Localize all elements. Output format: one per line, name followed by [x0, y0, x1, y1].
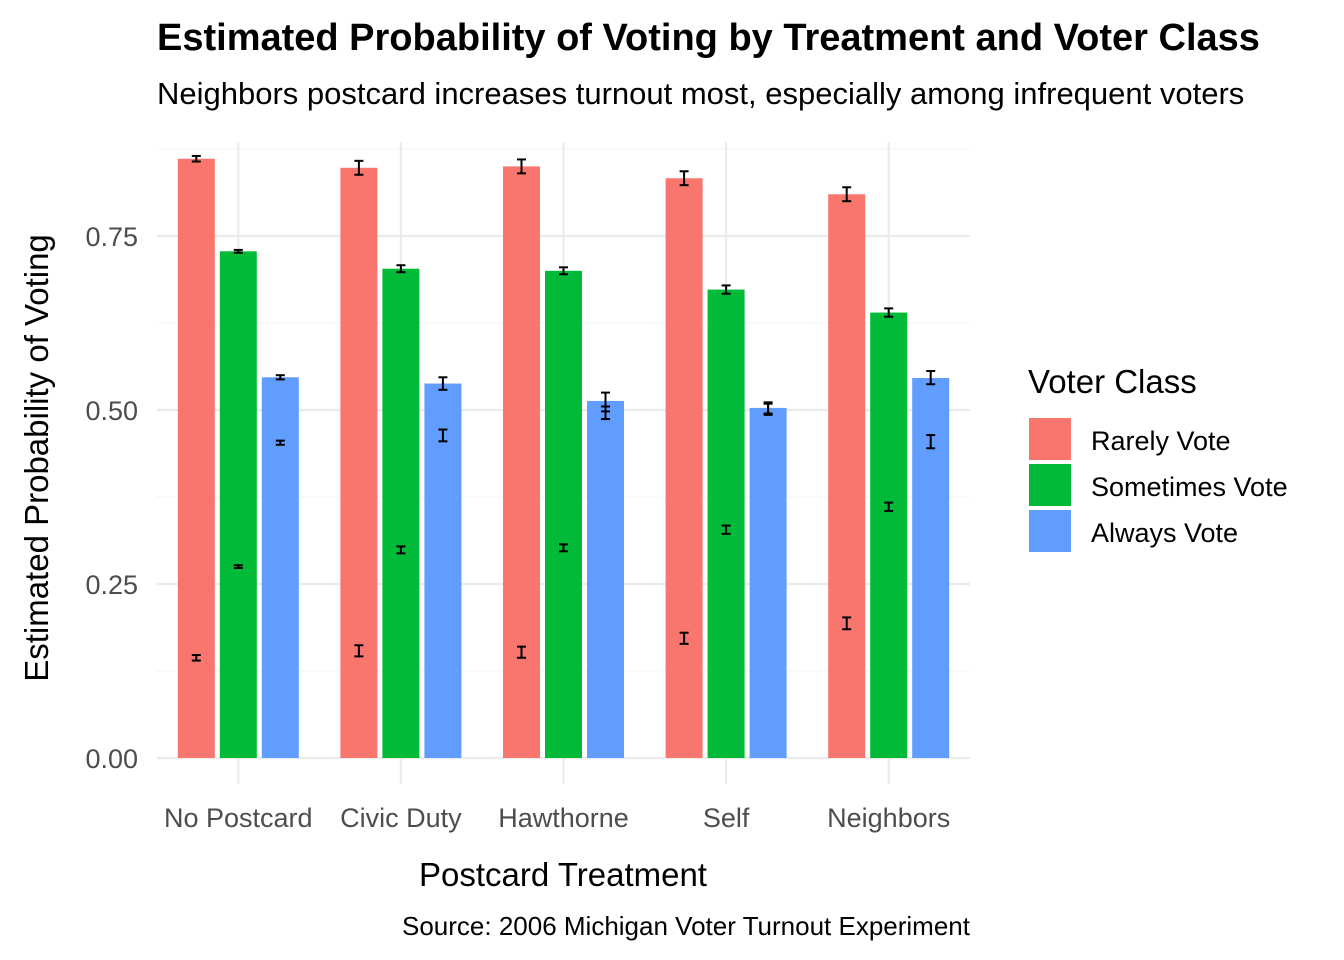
x-axis-title: Postcard Treatment: [419, 856, 707, 893]
legend-swatch: [1029, 464, 1071, 506]
error-bar: [233, 248, 243, 254]
legend-label: Sometimes Vote: [1091, 472, 1288, 502]
error-bar: [842, 186, 852, 203]
legend: Voter Class Rarely Vote Sometimes Vote Alw…: [1028, 363, 1288, 552]
y-axis-title: Estimated Probability of Voting: [18, 234, 55, 682]
legend-title: Voter Class: [1028, 363, 1197, 400]
bar: [177, 158, 215, 758]
x-tick-label: Civic Duty: [340, 803, 462, 833]
x-tick-label: Self: [703, 803, 750, 833]
legend-items: Rarely Vote Sometimes Vote Always Vote: [1029, 418, 1288, 552]
error-bar: [842, 616, 852, 631]
bar: [424, 383, 462, 758]
chart-caption: Source: 2006 Michigan Voter Turnout Expe…: [402, 911, 971, 941]
legend-swatch: [1029, 418, 1071, 460]
error-bar: [438, 376, 448, 391]
error-bar: [396, 264, 406, 274]
bar: [340, 167, 378, 759]
error-bar: [679, 631, 689, 645]
error-bar: [926, 370, 936, 386]
bar: [870, 312, 908, 758]
error-bar: [763, 402, 773, 416]
chart-title: Estimated Probability of Voting by Treat…: [157, 17, 1260, 59]
bar: [261, 377, 299, 758]
bars: [177, 158, 950, 759]
bar: [503, 166, 540, 758]
y-tick-label: 0.00: [85, 744, 138, 774]
x-axis-ticks: No Postcard Civic Duty Hawthorne Self Neighb…: [164, 803, 950, 833]
error-bar: [191, 653, 201, 662]
error-bar: [721, 524, 731, 535]
error-bar: [191, 154, 201, 163]
bar: [749, 407, 787, 758]
y-axis-ticks: 0.00 0.25 0.50 0.75: [85, 222, 138, 774]
y-tick-label: 0.75: [85, 222, 138, 252]
bar: [219, 251, 257, 758]
bar: [587, 400, 624, 758]
error-bar: [438, 428, 448, 443]
error-bar: [884, 307, 894, 318]
x-tick-label: No Postcard: [164, 803, 313, 833]
error-bar: [354, 159, 364, 176]
y-tick-label: 0.25: [85, 570, 138, 600]
bar: [665, 178, 703, 758]
error-bar: [517, 158, 526, 175]
chart-subtitle: Neighbors postcard increases turnout mos…: [157, 76, 1244, 111]
error-bar: [601, 405, 610, 421]
bar: [828, 194, 866, 759]
error-bar: [354, 644, 364, 658]
legend-item: Always Vote: [1029, 510, 1238, 552]
bar: [545, 270, 582, 758]
error-bar: [559, 543, 568, 553]
error-bar: [233, 564, 243, 569]
y-tick-label: 0.50: [85, 396, 138, 426]
x-tick-label: Neighbors: [827, 803, 950, 833]
legend-swatch: [1029, 510, 1071, 552]
error-bar: [721, 284, 731, 295]
legend-label: Always Vote: [1091, 518, 1238, 548]
error-bar: [559, 266, 568, 276]
error-bar: [517, 645, 526, 659]
bar: [382, 268, 420, 758]
error-bar: [275, 439, 285, 446]
error-bar: [275, 374, 285, 381]
legend-item: Sometimes Vote: [1029, 464, 1288, 506]
error-bar: [884, 501, 894, 512]
legend-item: Rarely Vote: [1029, 418, 1231, 460]
error-bar: [926, 434, 936, 450]
error-bar: [679, 170, 689, 187]
error-bar: [396, 545, 406, 555]
legend-label: Rarely Vote: [1091, 426, 1231, 456]
x-tick-label: Hawthorne: [498, 803, 629, 833]
error-bars: [191, 154, 936, 662]
bar: [707, 289, 745, 758]
